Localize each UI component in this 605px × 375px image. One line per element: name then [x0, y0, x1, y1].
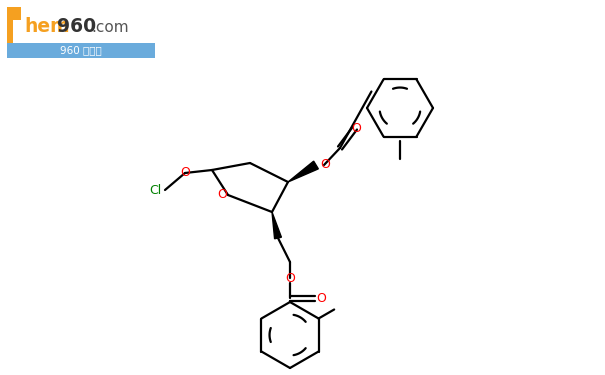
Text: hem: hem: [24, 18, 70, 36]
Text: O: O: [217, 189, 227, 201]
Text: .com: .com: [91, 20, 129, 34]
Text: O: O: [320, 159, 330, 171]
Polygon shape: [288, 161, 318, 182]
Text: O: O: [316, 291, 326, 304]
Polygon shape: [272, 212, 281, 239]
Text: 960: 960: [57, 18, 96, 36]
FancyBboxPatch shape: [7, 43, 155, 58]
Text: Cl: Cl: [150, 184, 162, 198]
Text: 960 化工网: 960 化工网: [60, 45, 102, 56]
Polygon shape: [7, 7, 21, 57]
Text: O: O: [180, 165, 190, 178]
Text: O: O: [285, 272, 295, 285]
Text: O: O: [351, 122, 361, 135]
